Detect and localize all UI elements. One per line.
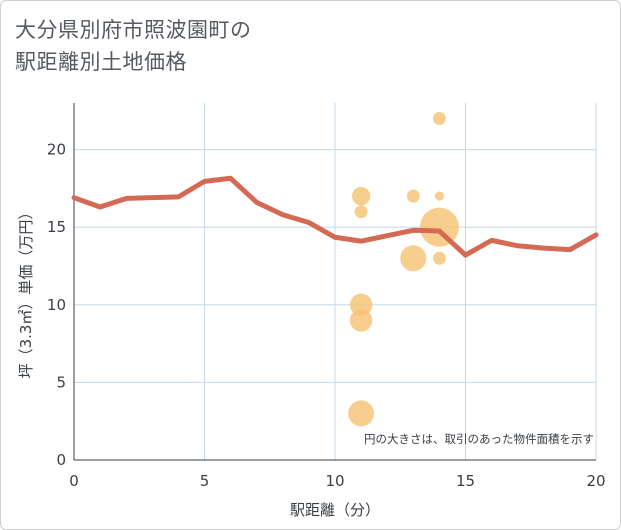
- x-tick-label: 20: [586, 472, 605, 490]
- bubble-point: [434, 191, 444, 201]
- chart-title-line-1: 大分県別府市照波園町の: [15, 18, 252, 42]
- y-tick-label: 5: [56, 373, 66, 391]
- y-tick-label: 0: [56, 451, 66, 469]
- bubble-point: [354, 205, 368, 219]
- bubble-series: [348, 112, 459, 427]
- x-tick-label: 15: [456, 472, 475, 490]
- axes: [73, 103, 596, 461]
- bubble-point: [432, 251, 446, 265]
- x-tick-label: 0: [69, 472, 79, 490]
- bubble-size-note: 円の大きさは、取引のあった物件面積を示す: [364, 432, 594, 446]
- y-axis-label: 坪（3.3㎡）単価（万円）: [17, 205, 35, 379]
- x-axis-label: 駅距離（分）: [290, 501, 380, 519]
- grid-lines: [74, 103, 597, 460]
- y-tick-label: 10: [47, 296, 66, 314]
- bubble-point: [349, 309, 373, 332]
- average-line-series: [71, 175, 599, 258]
- bubble-point: [400, 245, 427, 272]
- tick-labels: 0 5 10 15 20 0 5 10 15 20: [47, 141, 606, 490]
- bubble-point: [432, 112, 446, 126]
- bubble-point: [406, 189, 420, 203]
- average-price-line: [71, 175, 599, 258]
- bubble-point: [349, 293, 373, 317]
- bubble-point: [351, 186, 371, 206]
- x-tick-label: 10: [325, 472, 344, 490]
- chart-title-line-2: 駅距離別土地価格: [15, 50, 187, 74]
- bubble-point: [348, 400, 375, 427]
- y-tick-label: 20: [47, 141, 66, 159]
- y-tick-label: 15: [47, 218, 66, 236]
- chart-title: 大分県別府市照波園町の 駅距離別土地価格: [15, 14, 252, 78]
- x-tick-label: 5: [200, 472, 210, 490]
